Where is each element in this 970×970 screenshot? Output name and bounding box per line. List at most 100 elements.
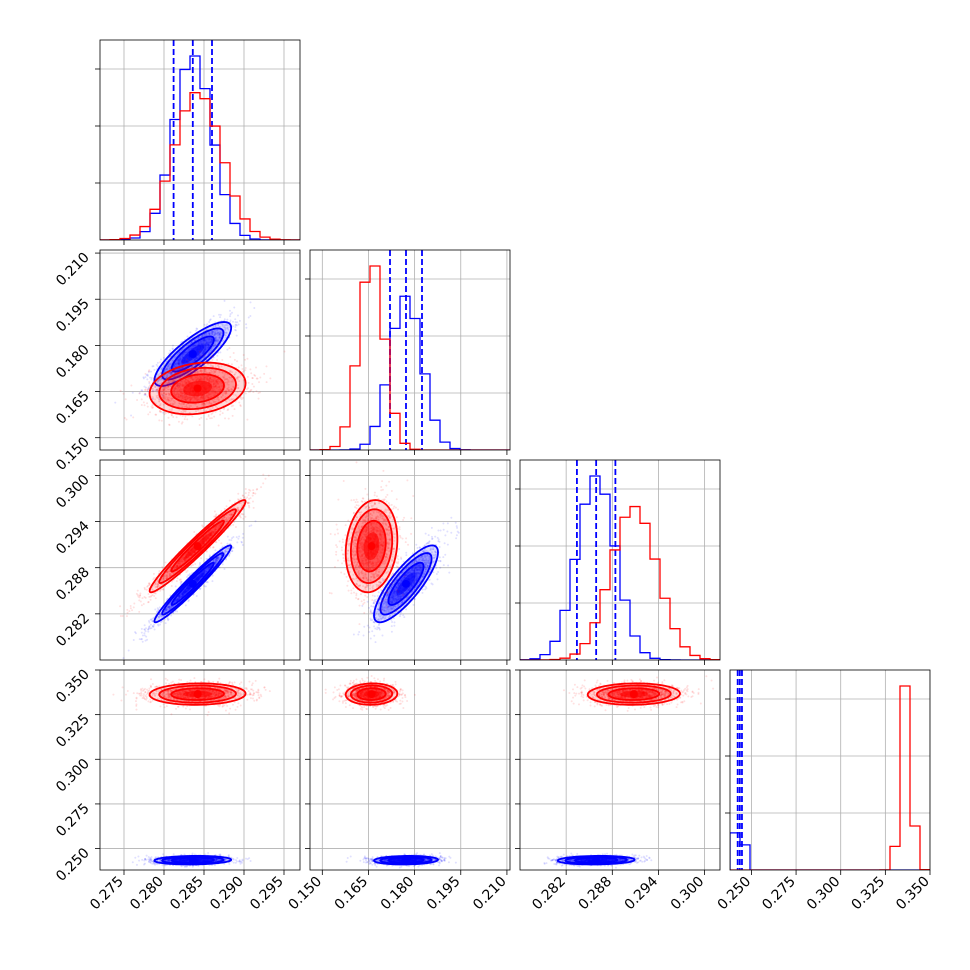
scatter-point bbox=[242, 532, 245, 535]
scatter-point bbox=[198, 354, 201, 357]
scatter-point bbox=[167, 366, 170, 369]
scatter-point bbox=[155, 363, 158, 366]
scatter-point bbox=[171, 403, 174, 406]
scatter-point bbox=[180, 355, 183, 358]
scatter-point bbox=[178, 359, 181, 362]
scatter-point bbox=[240, 541, 243, 544]
scatter-point bbox=[220, 510, 223, 513]
scatter-point bbox=[219, 410, 222, 413]
scatter-point bbox=[202, 350, 205, 353]
scatter-point bbox=[168, 366, 171, 369]
scatter-point bbox=[246, 418, 249, 421]
scatter-point bbox=[154, 597, 157, 600]
scatter-point bbox=[140, 627, 143, 630]
scatter-point bbox=[234, 324, 237, 327]
scatter-point bbox=[144, 627, 147, 630]
scatter-point bbox=[207, 413, 210, 416]
scatter-point bbox=[234, 328, 237, 331]
scatter-point bbox=[187, 574, 190, 577]
scatter-point bbox=[231, 311, 234, 314]
scatter-point bbox=[146, 374, 149, 377]
scatter-point bbox=[141, 634, 144, 637]
scatter-point bbox=[155, 388, 158, 391]
scatter-point bbox=[177, 363, 180, 366]
scatter-point bbox=[216, 382, 219, 385]
scatter-point bbox=[186, 575, 189, 578]
scatter-point bbox=[158, 570, 161, 573]
scatter-point bbox=[203, 350, 206, 353]
scatter-point bbox=[154, 389, 157, 392]
scatter-point bbox=[138, 392, 141, 395]
scatter-point bbox=[169, 372, 172, 375]
scatter-point bbox=[247, 381, 250, 384]
scatter-point bbox=[218, 336, 221, 339]
scatter-point bbox=[214, 329, 217, 332]
scatter-point bbox=[154, 608, 157, 611]
scatter-point bbox=[144, 630, 147, 633]
scatter-point bbox=[151, 398, 154, 401]
scatter-point bbox=[136, 398, 139, 401]
scatter-point bbox=[200, 368, 203, 371]
scatter-point bbox=[210, 355, 213, 358]
scatter-point bbox=[239, 374, 242, 377]
scatter-point bbox=[167, 380, 170, 383]
scatter-point bbox=[136, 589, 139, 592]
scatter-point bbox=[146, 389, 149, 392]
scatter-point bbox=[193, 531, 196, 534]
scatter-point bbox=[226, 327, 229, 330]
panel-frame bbox=[309, 249, 511, 451]
scatter-point bbox=[208, 332, 211, 335]
scatter-point bbox=[216, 340, 219, 343]
scatter-point bbox=[176, 370, 179, 373]
scatter-point bbox=[197, 337, 200, 340]
scatter-point bbox=[159, 361, 162, 364]
scatter-point bbox=[191, 563, 194, 566]
scatter-point bbox=[224, 328, 227, 331]
scatter-point bbox=[231, 320, 234, 323]
scatter-point bbox=[170, 413, 173, 416]
scatter-point bbox=[203, 339, 206, 342]
scatter-point bbox=[195, 357, 198, 360]
scatter-point bbox=[165, 381, 168, 384]
scatter-point bbox=[245, 326, 248, 329]
scatter-point bbox=[212, 331, 215, 334]
scatter-point bbox=[187, 343, 190, 346]
scatter-point bbox=[203, 338, 206, 341]
scatter-point bbox=[146, 405, 149, 408]
scatter-point bbox=[159, 402, 162, 405]
scatter-point bbox=[147, 593, 150, 596]
scatter-point bbox=[184, 395, 187, 398]
scatter-point bbox=[247, 494, 250, 497]
scatter-point bbox=[197, 342, 200, 345]
scatter-point bbox=[225, 390, 228, 393]
scatter-point bbox=[205, 332, 208, 335]
scatter-point bbox=[175, 580, 178, 583]
scatter-point bbox=[143, 624, 146, 627]
scatter-point bbox=[202, 350, 205, 353]
scatter-point bbox=[234, 526, 237, 529]
scatter-point bbox=[237, 537, 240, 540]
scatter-point bbox=[211, 332, 214, 335]
scatter-point bbox=[205, 580, 208, 583]
scatter-point bbox=[213, 334, 216, 337]
scatter-point bbox=[176, 361, 179, 364]
scatter-point bbox=[204, 338, 207, 341]
scatter-point bbox=[159, 378, 162, 381]
scatter-point bbox=[214, 341, 217, 344]
scatter-point bbox=[207, 345, 210, 348]
scatter-point bbox=[168, 424, 171, 427]
scatter-point bbox=[198, 418, 201, 421]
scatter-point bbox=[145, 635, 148, 638]
scatter-point bbox=[183, 383, 186, 386]
scatter-point bbox=[184, 351, 187, 354]
scatter-point bbox=[181, 363, 184, 366]
scatter-point bbox=[178, 351, 181, 354]
scatter-point bbox=[217, 334, 220, 337]
scatter-point bbox=[236, 321, 239, 324]
scatter-point bbox=[177, 360, 180, 363]
scatter-point bbox=[206, 338, 209, 341]
scatter-point bbox=[153, 368, 156, 371]
scatter-point bbox=[179, 358, 182, 361]
scatter-point bbox=[194, 563, 197, 566]
scatter-point bbox=[204, 342, 207, 345]
